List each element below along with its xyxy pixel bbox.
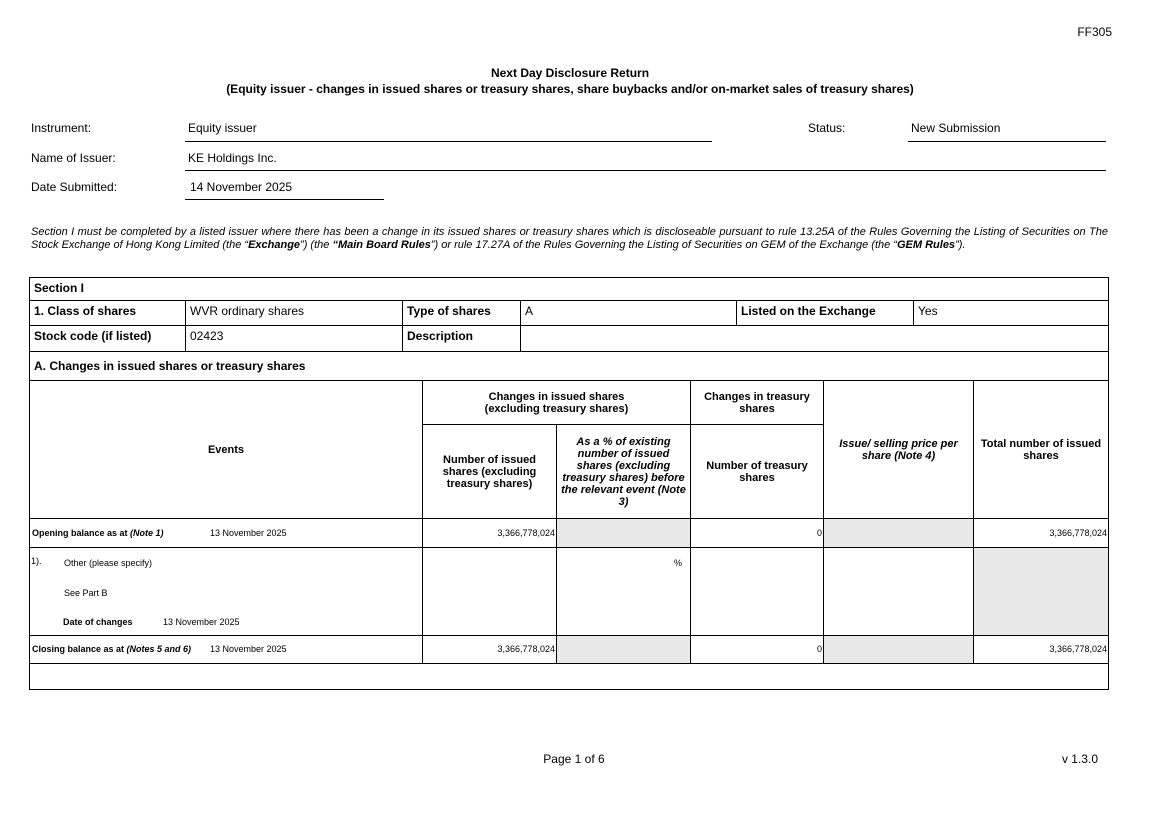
- opening-treasury: 0: [690, 518, 824, 548]
- header-price: Issue/ selling price per share (Note 4): [823, 380, 974, 519]
- class-value: WVR ordinary shares: [185, 300, 403, 326]
- version: v 1.3.0: [1061, 752, 1098, 766]
- closing-pct: [556, 635, 691, 664]
- instrument-label: Instrument:: [31, 121, 92, 135]
- event-issued: [422, 547, 557, 636]
- opening-pct: [556, 518, 691, 548]
- listed-value: Yes: [913, 300, 1109, 326]
- header-issued-group: Changes in issued shares (excluding trea…: [422, 380, 691, 425]
- event-date: 13 November 2025: [163, 617, 240, 627]
- type-label: Type of shares: [402, 300, 521, 326]
- event-price: [823, 547, 974, 636]
- closing-treasury: 0: [690, 635, 824, 664]
- closing-label-cell: Closing balance as at (Notes 5 and 6) 13…: [29, 635, 423, 664]
- section-title: Section I: [29, 277, 1109, 301]
- status-label: Status:: [808, 121, 846, 135]
- type-value: A: [520, 300, 737, 326]
- event-pct: %: [556, 547, 691, 636]
- closing-issued: 3,366,778,024: [422, 635, 557, 664]
- event-cell: 1). Other (please specify) See Part B Da…: [29, 547, 423, 636]
- header-events: Events: [29, 380, 423, 519]
- date-submitted-label: Date Submitted:: [31, 180, 118, 194]
- stock-code-label: Stock code (if listed): [29, 325, 186, 352]
- page-title: Next Day Disclosure Return: [490, 66, 650, 80]
- header-num-treasury: Number of treasury shares: [690, 424, 824, 519]
- stock-code-value: 02423: [185, 325, 403, 352]
- header-num-issued: Number of issued shares (excluding treas…: [422, 424, 557, 519]
- header-total: Total number of issued shares: [973, 380, 1109, 519]
- closing-total: 3,366,778,024: [973, 635, 1109, 664]
- opening-date: 13 November 2025: [210, 528, 287, 538]
- instrument-value: Equity issuer: [188, 121, 257, 135]
- header-pct: As a % of existing number of issued shar…: [556, 424, 691, 519]
- closing-date: 13 November 2025: [210, 644, 287, 654]
- closing-price: [823, 635, 974, 664]
- page-subtitle: (Equity issuer - changes in issued share…: [226, 82, 914, 96]
- opening-label-cell: Opening balance as at (Note 1) 13 Novemb…: [29, 518, 423, 548]
- part-a-title: A. Changes in issued shares or treasury …: [29, 351, 1109, 381]
- opening-price: [823, 518, 974, 548]
- event-type: Other (please specify): [64, 558, 153, 568]
- description-value: [520, 325, 1109, 352]
- date-submitted-value: 14 November 2025: [190, 180, 293, 194]
- empty-row: [29, 663, 1109, 690]
- status-value: New Submission: [911, 121, 1001, 135]
- listed-label: Listed on the Exchange: [736, 300, 914, 326]
- description-label: Description: [402, 325, 521, 352]
- opening-total: 3,366,778,024: [973, 518, 1109, 548]
- event-detail: See Part B: [64, 588, 108, 598]
- page-number: Page 1 of 6: [543, 752, 605, 766]
- class-label: 1. Class of shares: [29, 300, 186, 326]
- event-total: [973, 547, 1109, 636]
- header-treasury-group: Changes in treasury shares: [690, 380, 824, 425]
- intro-text: Section I must be completed by a listed …: [31, 226, 1108, 251]
- issuer-value: KE Holdings Inc.: [188, 151, 277, 165]
- issuer-label: Name of Issuer:: [31, 151, 116, 165]
- event-treasury: [690, 547, 824, 636]
- form-code: FF305: [1077, 25, 1112, 39]
- opening-issued: 3,366,778,024: [422, 518, 557, 548]
